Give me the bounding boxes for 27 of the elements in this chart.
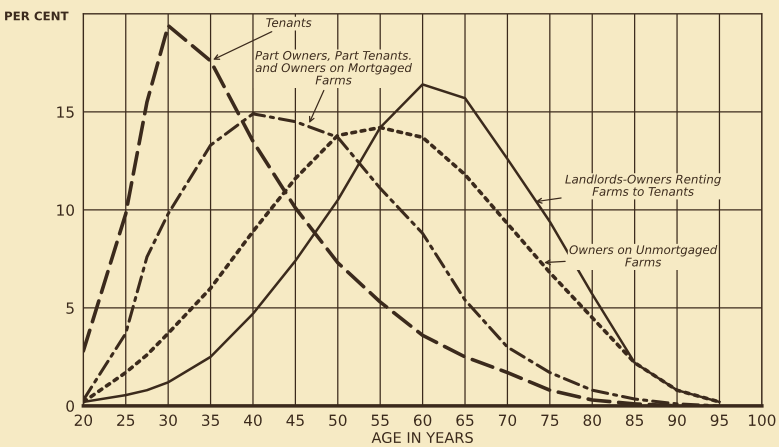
x-tick-label: 40	[244, 414, 262, 426]
x-tick-label: 100	[748, 414, 776, 426]
y-axis-title: PER CENT	[5, 11, 69, 20]
x-tick-label: 25	[117, 414, 134, 426]
x-tick-label: 50	[329, 414, 346, 426]
y-tick-label: 10	[57, 204, 74, 216]
annotation: Landlords-Owners Renting Farms to Tenants	[565, 174, 721, 196]
annotation: Owners on Unmortgaged Farms	[569, 245, 718, 266]
x-tick-label: 60	[414, 414, 432, 426]
x-tick-label: 45	[286, 414, 304, 426]
annotation: Part Owners, Part Tenants. and Owners on Mortgaged Farms	[255, 50, 412, 84]
x-tick-label: 80	[584, 414, 601, 426]
x-tick-label: 20	[74, 414, 92, 426]
x-tick-label: 70	[498, 414, 516, 426]
x-axis-title: AGE IN YEARS	[372, 432, 473, 444]
x-tick-label: 55	[372, 414, 389, 426]
y-tick-label: 15	[57, 106, 74, 118]
x-tick-label: 75	[541, 414, 558, 426]
x-tick-label: 95	[710, 414, 728, 426]
x-tick-label: 30	[160, 414, 177, 426]
annotation: Tenants	[266, 18, 312, 28]
x-tick-label: 65	[456, 414, 474, 426]
x-tick-label: 90	[668, 414, 686, 426]
y-tick-label: 0	[66, 400, 74, 412]
y-tick-label: 5	[66, 302, 74, 314]
x-tick-label: 35	[202, 414, 219, 426]
x-tick-label: 85	[626, 414, 644, 426]
